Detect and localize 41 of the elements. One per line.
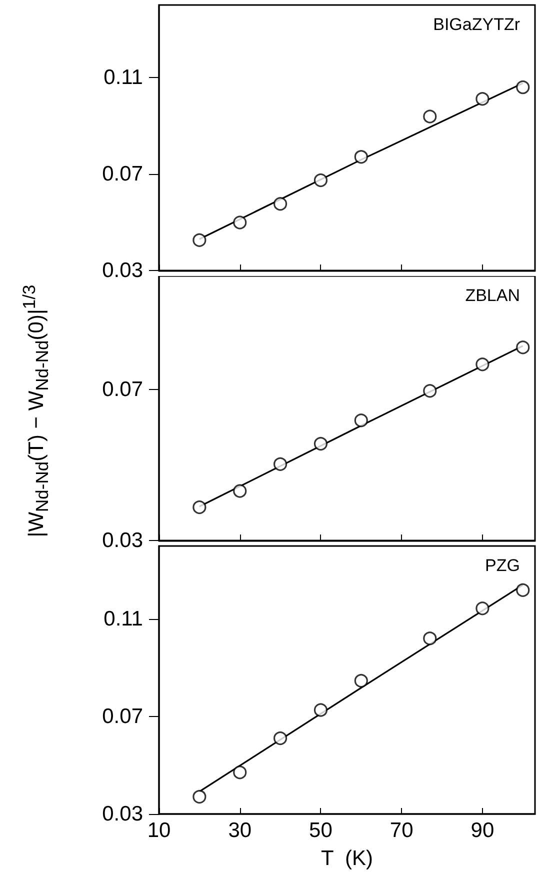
text: PZG (485, 556, 520, 575)
x-axis-title: T (K) (320, 847, 374, 870)
point (476, 602, 490, 616)
y-tick-label: 0.11 (104, 66, 143, 89)
y-tick-label: 0.03 (102, 259, 143, 282)
point (354, 150, 368, 164)
point (274, 731, 288, 746)
y-tick-label: 0.03 (102, 802, 143, 826)
point (192, 233, 206, 247)
text: BIGaZYTZr (433, 15, 520, 34)
text: ZBLAN (465, 286, 520, 305)
point (354, 414, 368, 428)
y-tick-label: 0.03 (102, 529, 143, 552)
x-tick-label: 30 (228, 819, 252, 842)
point (233, 484, 247, 498)
point (516, 80, 530, 94)
y-tick-label: 0.07 (102, 378, 143, 401)
point (314, 703, 328, 717)
y-tick-label: 0.07 (102, 705, 143, 728)
point (516, 340, 530, 354)
y-tick-label: 0.11 (104, 608, 143, 631)
point (274, 457, 288, 471)
point (476, 92, 490, 106)
x-tick-label: 90 (470, 819, 494, 842)
y-tick-label: 0.07 (102, 162, 143, 186)
point (274, 197, 288, 211)
point (516, 583, 530, 597)
point (233, 766, 247, 780)
x-tick-label: 10 (147, 819, 171, 842)
point (233, 216, 247, 230)
point (192, 500, 206, 514)
point (192, 790, 206, 804)
point (476, 358, 490, 372)
point (423, 384, 437, 398)
point (314, 436, 328, 451)
x-tick-label: 50 (309, 819, 332, 842)
point (314, 173, 328, 188)
point (423, 632, 437, 646)
point (354, 674, 368, 688)
point (423, 110, 437, 124)
x-tick-label: 70 (390, 819, 414, 842)
